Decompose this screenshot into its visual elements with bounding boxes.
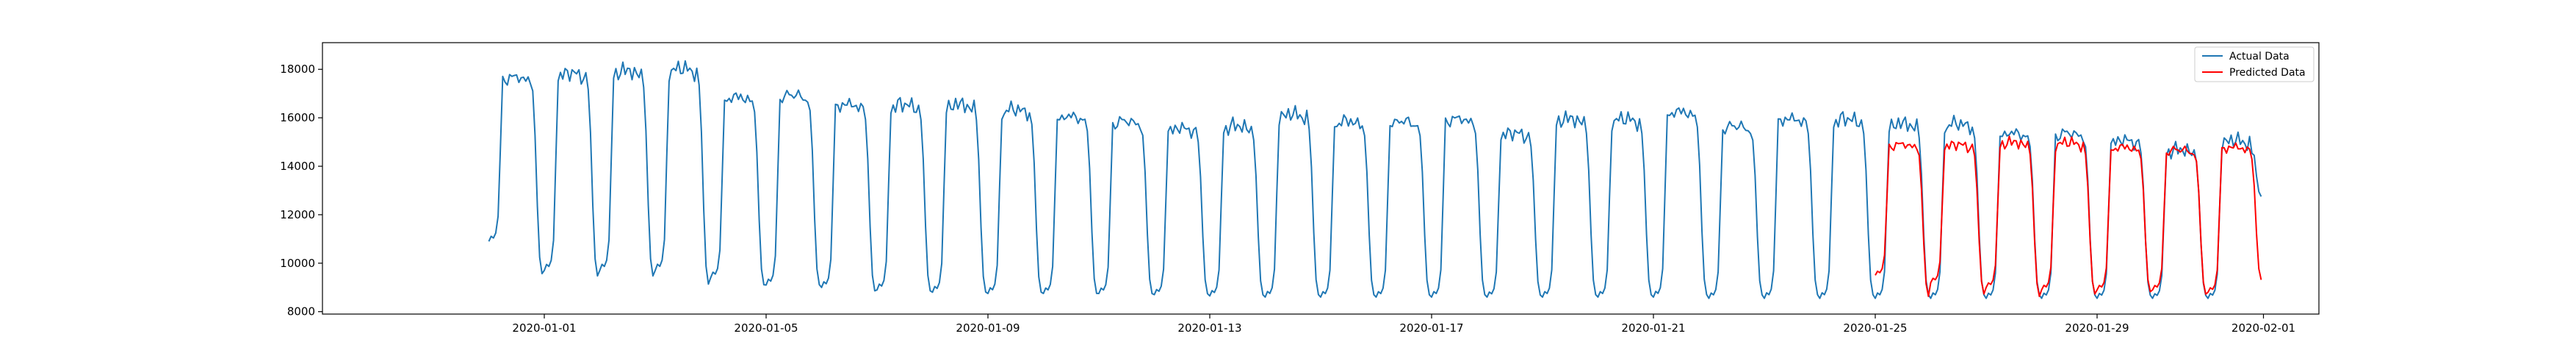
x-tick-label: 2020-01-09 [956, 321, 1020, 335]
legend-label-predicted-data: Predicted Data [2229, 67, 2306, 79]
x-tick-label: 2020-01-21 [1621, 321, 1685, 335]
y-tick-label: 10000 [280, 257, 315, 270]
x-tick-label: 2020-02-01 [2232, 321, 2295, 335]
y-tick-label: 18000 [280, 63, 315, 76]
x-axis-ticks: 2020-01-01 2020-01-05 2020-01-09 2020-01-13… [512, 314, 2295, 335]
y-tick-label: 8000 [287, 305, 315, 318]
legend: Actual Data Predicted Data [2194, 46, 2315, 82]
legend-box [2194, 46, 2315, 82]
series-line-predicted-data [1875, 135, 2262, 297]
legend-label-actual-data: Actual Data [2229, 51, 2290, 63]
x-tick-label: 2020-01-13 [1177, 321, 1241, 335]
series-line-actual-data [488, 60, 2262, 299]
y-tick-label: 14000 [280, 160, 315, 173]
x-tick-label: 2020-01-25 [1843, 321, 1907, 335]
x-tick-label: 2020-01-29 [2065, 321, 2129, 335]
y-tick-label: 16000 [280, 111, 315, 124]
y-tick-label: 12000 [280, 208, 315, 221]
x-tick-label: 2020-01-05 [734, 321, 798, 335]
y-axis-ticks: 8000 10000 12000 14000 16000 18000 [280, 63, 322, 318]
x-tick-label: 2020-01-17 [1399, 321, 1463, 335]
series-layer [488, 60, 2262, 299]
x-tick-label: 2020-01-01 [512, 321, 576, 335]
plot-area-frame [322, 42, 2320, 315]
